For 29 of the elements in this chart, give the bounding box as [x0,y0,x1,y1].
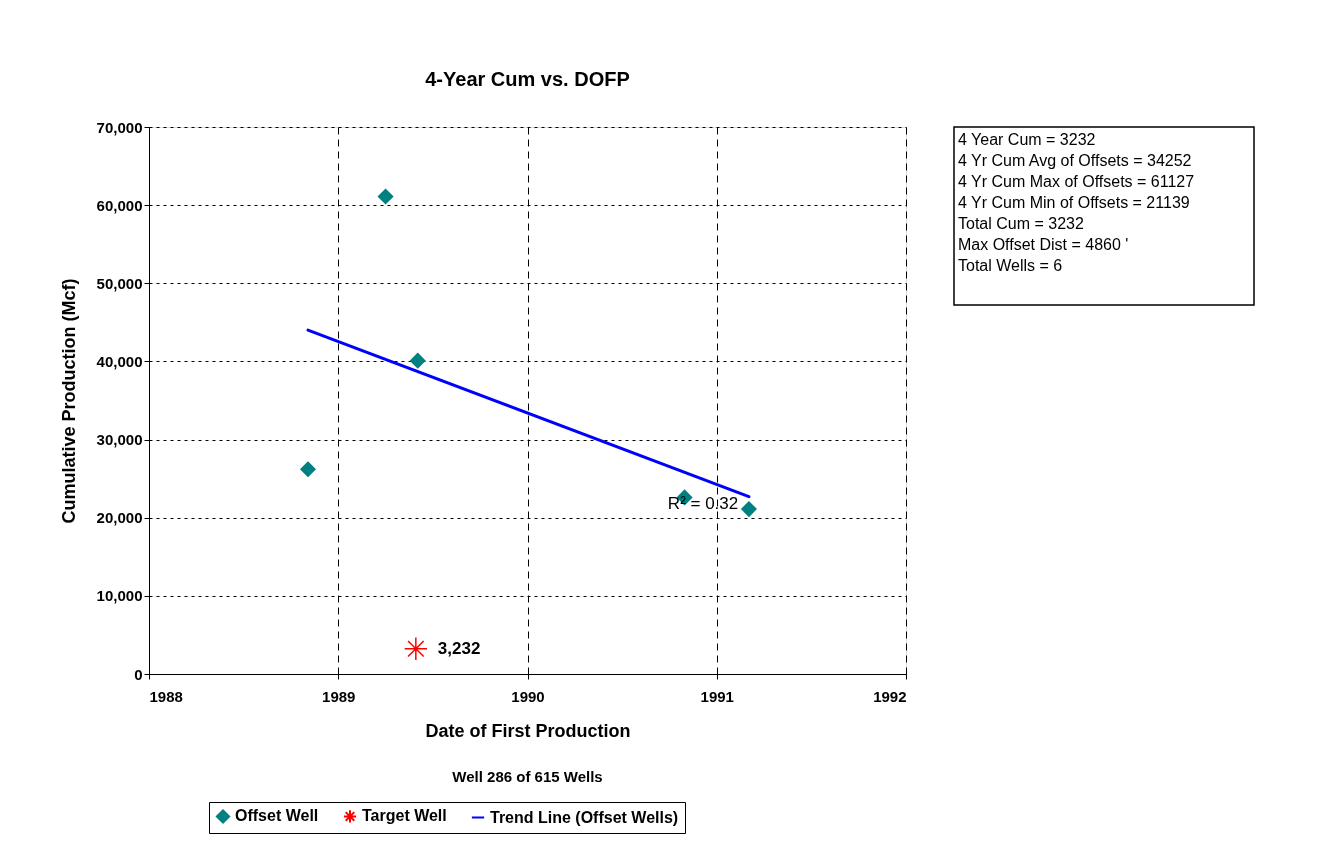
annotation: R² = 0.32 [667,494,739,514]
y-tick-label: 30,000 [96,431,143,449]
x-tick-label: 1991 [700,687,734,705]
text: Well 286 of 615 Wells [452,768,603,785]
x-tick-label: 1992 [873,687,907,705]
x-tick-label: 1989 [322,687,356,705]
text: Total Cum = 3232 [958,215,1084,232]
y-tick-label: 40,000 [96,352,143,370]
legend-label: Offset Well [235,807,319,825]
y-axis-title: Cumulative Production (Mcf) [58,278,79,524]
legend-label: Trend Line (Offset Wells) [490,808,679,826]
text: 4 Yr Cum Avg of Offsets = 34252 [958,152,1192,169]
x-tick-label: 1990 [511,687,545,705]
legend-label: Target Well [362,807,447,825]
text: 4 Year Cum = 3232 [958,131,1096,148]
x-axis-title: Date of First Production [425,720,631,741]
text: Total Wells = 6 [958,257,1063,274]
x-tick-label: 1988 [149,687,183,705]
y-tick-label: 50,000 [96,274,143,292]
y-tick-label: 10,000 [96,587,143,605]
text: 4 Yr Cum Min of Offsets = 21139 [958,194,1190,211]
y-tick-label: 0 [134,665,143,683]
text: Max Offset Dist = 4860 ' [958,236,1129,253]
y-tick-label: 70,000 [96,118,143,136]
data-label: 3,232 [437,638,481,658]
y-tick-label: 20,000 [96,509,143,527]
text: 4 Yr Cum Max of Offsets = 61127 [958,173,1195,190]
chart-title: 4-Year Cum vs. DOFP [425,68,630,90]
y-tick-label: 60,000 [96,196,143,214]
